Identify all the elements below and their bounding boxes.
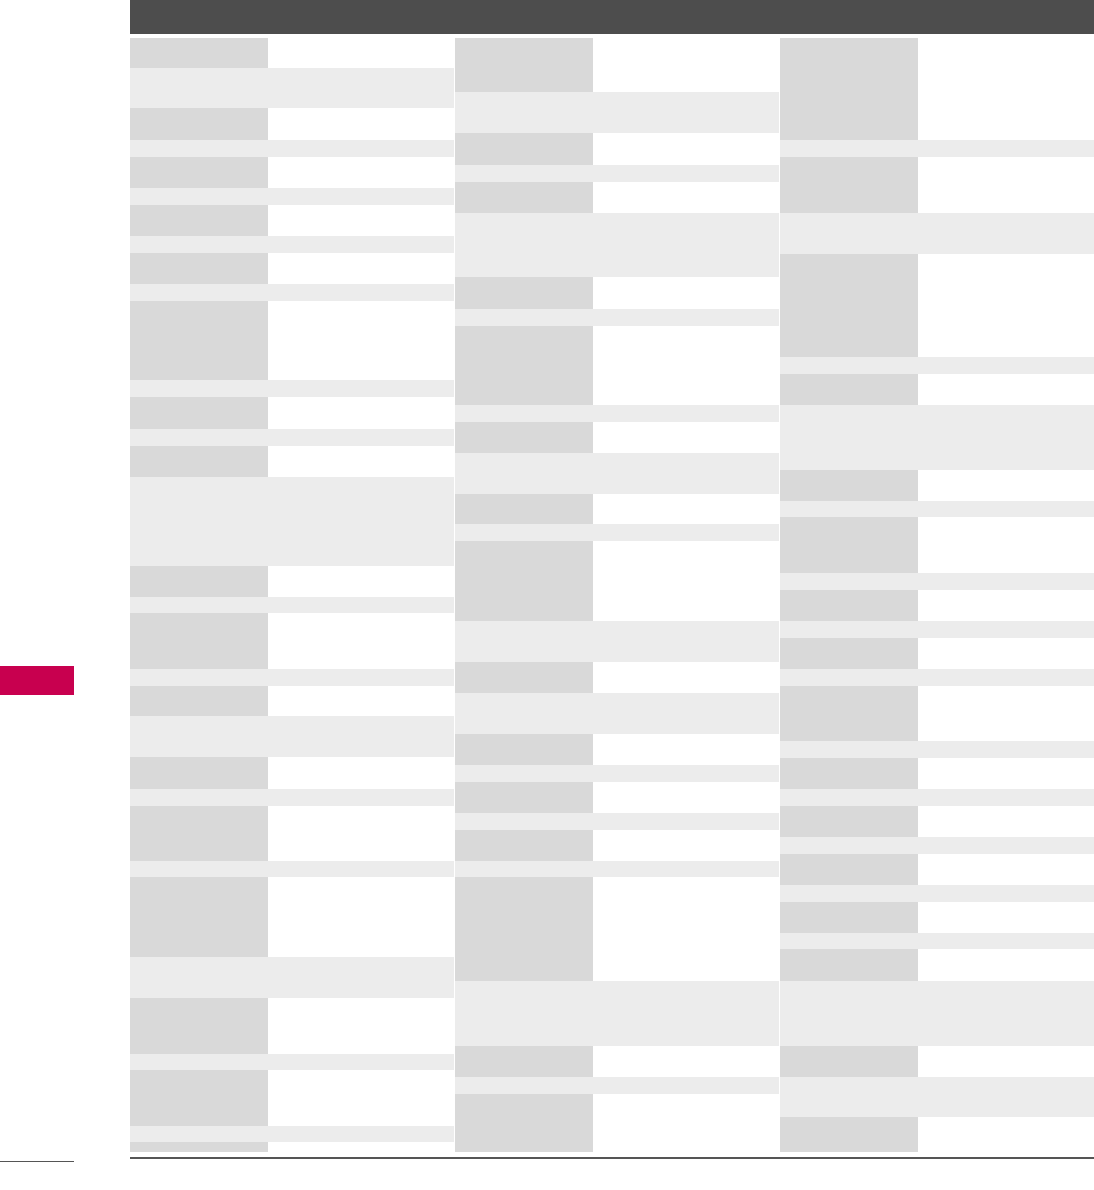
label-cell [130,806,268,861]
span-row [130,429,454,446]
header-bar [130,0,1094,34]
span-row [780,981,1094,1046]
span-row [455,765,779,782]
span-row [130,236,454,253]
span-row [780,573,1094,590]
label-cell [455,877,593,981]
label-cell [780,254,918,357]
span-row [780,501,1094,517]
span-row [130,284,454,301]
label-cell [780,470,918,501]
span-row [780,669,1094,686]
span-row [130,68,454,108]
label-cell [455,494,593,524]
label-cell [780,1117,918,1152]
label-cell [130,38,268,68]
label-cell [130,1142,268,1152]
span-row [780,405,1094,470]
span-row [780,140,1094,157]
label-cell [130,157,268,188]
span-row [130,380,454,397]
label-cell [130,998,268,1054]
span-row [130,716,454,757]
label-cell [780,854,918,885]
span-row [780,357,1094,374]
label-cell [455,422,593,453]
span-row [130,861,454,877]
label-cell [130,253,268,284]
footer-rule [130,1157,1094,1159]
label-cell [780,517,918,573]
label-cell [455,541,593,621]
label-cell [780,686,918,741]
label-cell [130,757,268,789]
label-cell [455,662,593,693]
span-row [780,933,1094,949]
section-tab [0,666,74,695]
label-cell [455,326,593,405]
span-row [780,621,1094,638]
label-cell [780,38,918,140]
label-cell [455,782,593,813]
span-row [130,1054,454,1070]
span-row [130,957,454,998]
span-row [130,789,454,806]
label-cell [780,949,918,981]
span-row [780,1077,1094,1117]
span-row [780,885,1094,902]
span-row [455,693,779,734]
span-row [455,524,779,541]
span-row [780,789,1094,806]
span-row [455,813,779,830]
span-row [130,477,454,566]
span-row [455,213,779,277]
span-row [130,140,454,157]
span-row [455,981,779,1046]
label-cell [455,734,593,765]
label-cell [455,1046,593,1077]
span-row [455,165,779,182]
span-row [455,92,779,133]
label-cell [780,1046,918,1077]
label-cell [455,830,593,861]
label-cell [455,1094,593,1152]
label-cell [455,38,593,92]
span-row [455,453,779,494]
label-cell [130,1070,268,1126]
label-cell [130,108,268,140]
span-row [130,669,454,686]
label-cell [780,157,918,213]
label-cell [130,566,268,597]
label-cell [780,758,918,789]
label-cell [130,686,268,716]
label-cell [130,397,268,429]
label-cell [130,613,268,669]
span-row [780,837,1094,854]
label-cell [130,446,268,477]
label-cell [130,301,268,380]
label-cell [455,133,593,165]
label-cell [130,877,268,957]
span-row [780,213,1094,254]
label-cell [455,277,593,309]
span-row [455,405,779,422]
label-cell [780,806,918,837]
label-cell [780,638,918,669]
span-row [455,1077,779,1094]
label-cell [780,374,918,405]
span-row [130,188,454,205]
side-rule [0,1161,74,1162]
span-row [455,861,779,877]
span-row [130,1126,454,1142]
label-cell [780,902,918,933]
span-row [455,309,779,326]
label-cell [780,590,918,621]
span-row [455,621,779,662]
span-row [780,741,1094,758]
label-cell [455,182,593,213]
span-row [130,597,454,613]
label-cell [130,205,268,236]
